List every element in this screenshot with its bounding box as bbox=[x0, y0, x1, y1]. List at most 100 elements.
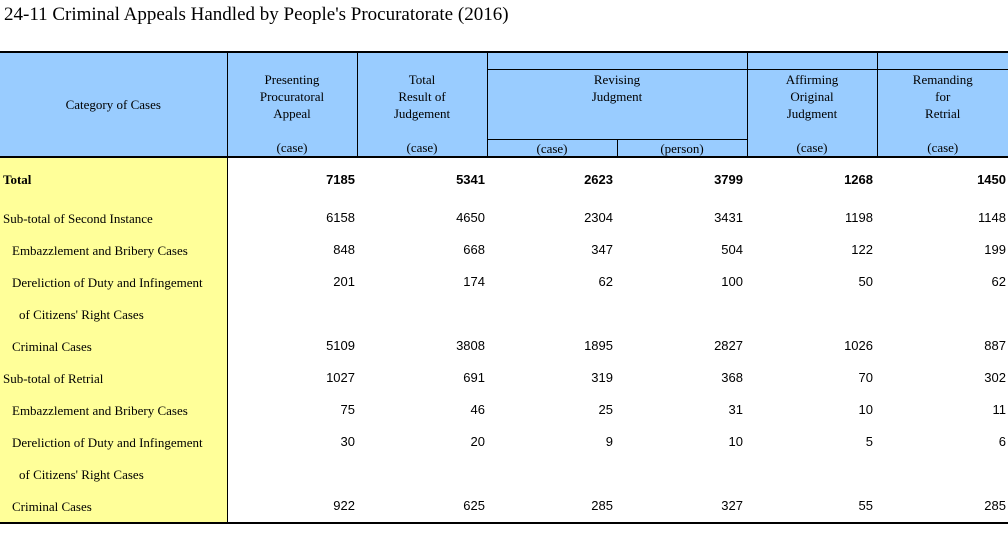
cell-total-result: 20 bbox=[470, 434, 485, 449]
cell-affirming bbox=[747, 453, 877, 485]
cell-total-result: 5341 bbox=[456, 172, 485, 187]
cell-revising-case: 319 bbox=[591, 370, 613, 385]
row-category-label: Total bbox=[0, 157, 228, 197]
cell-presenting: 201 bbox=[333, 274, 355, 289]
header-affirming-line3: Judgment bbox=[786, 106, 838, 121]
row-category-label: Sub-total of Retrial bbox=[0, 357, 228, 389]
cell-revising-case: 347 bbox=[591, 242, 613, 257]
table-row: Embazzlement and Bribery Cases 848 668 347 5… bbox=[0, 229, 1008, 261]
row-category-label: Criminal Cases bbox=[0, 325, 228, 357]
cell-remanding: 6 bbox=[998, 434, 1006, 449]
cell-total-result: 4650 bbox=[456, 210, 485, 225]
unit-revising-case: (case) bbox=[487, 139, 618, 158]
cell-revising-person: 504 bbox=[721, 242, 743, 257]
cell-affirming: 50 bbox=[858, 274, 873, 289]
table-row: of Citizens' Right Cases bbox=[0, 293, 1008, 325]
cell-affirming: 70 bbox=[858, 370, 873, 385]
cell-total-result: 174 bbox=[463, 274, 485, 289]
cell-affirming: 5 bbox=[865, 434, 873, 449]
unit-total: (case) bbox=[357, 139, 488, 158]
unit-affirming: (case) bbox=[747, 139, 878, 158]
cell-revising-person: 3799 bbox=[714, 172, 743, 187]
table-row: Criminal Cases 922 625 285 327 55 285 bbox=[0, 485, 1008, 524]
cell-remanding: 285 bbox=[877, 485, 1008, 524]
cell-total-result: 691 bbox=[463, 370, 485, 385]
row-category-label: Dereliction of Duty and Infingement bbox=[0, 421, 228, 453]
cell-remanding: 1450 bbox=[977, 172, 1006, 187]
cell-revising-case: 1895 bbox=[584, 338, 613, 353]
row-category-label: Dereliction of Duty and Infingement bbox=[0, 261, 228, 293]
cell-revising-case: 62 bbox=[598, 274, 613, 289]
cell-revising-person: 368 bbox=[721, 370, 743, 385]
cell-revising-person: 327 bbox=[617, 485, 747, 524]
cell-revising-case bbox=[487, 453, 617, 485]
cell-presenting: 1027 bbox=[326, 370, 355, 385]
table-row: Embazzlement and Bribery Cases 75 46 25 31 10… bbox=[0, 389, 1008, 421]
cell-revising-person: 10 bbox=[728, 434, 743, 449]
cell-revising-person: 31 bbox=[728, 402, 743, 417]
cell-revising-person bbox=[617, 293, 747, 325]
cell-affirming: 1198 bbox=[845, 210, 873, 225]
header-presenting-line3: Appeal bbox=[273, 106, 311, 121]
row-category-label: Embazzlement and Bribery Cases bbox=[0, 389, 228, 421]
header-presenting: Presenting Procuratoral Appeal bbox=[227, 51, 358, 140]
header-revising: Revising Judgment bbox=[487, 51, 748, 140]
header-presenting-line2: Procuratoral bbox=[259, 89, 325, 104]
header-affirming-line2: Original bbox=[790, 89, 834, 104]
header-total: Total Result of Judgement bbox=[357, 51, 488, 140]
cell-presenting: 30 bbox=[340, 434, 355, 449]
row-category-label: of Citizens' Right Cases bbox=[0, 453, 228, 485]
unit-remanding: (case) bbox=[877, 139, 1008, 158]
header-total-line2: Result of bbox=[398, 89, 446, 104]
header-revising-line2: Judgment bbox=[591, 89, 643, 104]
cell-presenting bbox=[227, 293, 357, 325]
cell-remanding bbox=[877, 453, 1008, 485]
cell-total-result bbox=[357, 453, 487, 485]
cell-remanding: 62 bbox=[991, 274, 1006, 289]
table-row: Criminal Cases 5109 3808 1895 2827 1026 887 bbox=[0, 325, 1008, 357]
cell-presenting: 75 bbox=[340, 402, 355, 417]
cell-affirming: 10 bbox=[858, 402, 873, 417]
cell-remanding: 887 bbox=[984, 338, 1006, 353]
cell-revising-case: 25 bbox=[598, 402, 613, 417]
row-category-label: Embazzlement and Bribery Cases bbox=[0, 229, 228, 261]
cell-affirming bbox=[747, 293, 877, 325]
cell-total-result bbox=[357, 293, 487, 325]
cell-revising-case: 285 bbox=[487, 485, 617, 524]
header-revising-line1: Revising bbox=[593, 72, 641, 87]
header-remanding: Remanding for Retrial bbox=[877, 51, 1008, 140]
cell-affirming: 1026 bbox=[844, 338, 873, 353]
cell-revising-case: 2623 bbox=[584, 172, 613, 187]
cell-remanding bbox=[877, 293, 1008, 325]
row-category-label: of Citizens' Right Cases bbox=[0, 293, 228, 325]
header-remanding-line1: Remanding bbox=[912, 72, 973, 87]
table-row: Dereliction of Duty and Infingement 201 17… bbox=[0, 261, 1008, 293]
header-remanding-line2: for bbox=[935, 89, 951, 104]
cell-presenting: 6158 bbox=[326, 210, 355, 225]
header-total-line3: Judgement bbox=[393, 106, 451, 121]
table-row: of Citizens' Right Cases bbox=[0, 453, 1008, 485]
unit-revising-person: (person) bbox=[617, 139, 748, 158]
unit-presenting: (case) bbox=[227, 139, 358, 158]
cell-presenting bbox=[227, 453, 357, 485]
cell-presenting: 848 bbox=[333, 242, 355, 257]
header-affirming-line1: Affirming bbox=[785, 72, 839, 87]
cell-remanding: 1148 bbox=[978, 210, 1006, 225]
cell-total-result: 46 bbox=[470, 402, 485, 417]
table-row: Sub-total of Second Instance 6158 4650 2304… bbox=[0, 197, 1008, 229]
table-body: Total 7185 5341 2623 3799 1268 1450 Sub-total o… bbox=[0, 157, 1008, 524]
header-affirming: Affirming Original Judgment bbox=[747, 51, 878, 140]
cell-revising-case: 2304 bbox=[584, 210, 613, 225]
cell-remanding: 302 bbox=[984, 370, 1006, 385]
header-total-line1: Total bbox=[408, 72, 436, 87]
cell-revising-person: 3431 bbox=[714, 210, 743, 225]
header-category: Category of Cases bbox=[0, 51, 228, 158]
page-title: 24-11 Criminal Appeals Handled by People… bbox=[4, 4, 509, 25]
cell-total-result: 625 bbox=[357, 485, 487, 524]
table-row: Total 7185 5341 2623 3799 1268 1450 bbox=[0, 157, 1008, 197]
cell-revising-person: 100 bbox=[721, 274, 743, 289]
cell-affirming: 55 bbox=[747, 485, 877, 524]
cell-presenting: 922 bbox=[227, 485, 357, 524]
table-row: Dereliction of Duty and Infingement 30 20 9… bbox=[0, 421, 1008, 453]
cell-affirming: 122 bbox=[851, 242, 873, 257]
